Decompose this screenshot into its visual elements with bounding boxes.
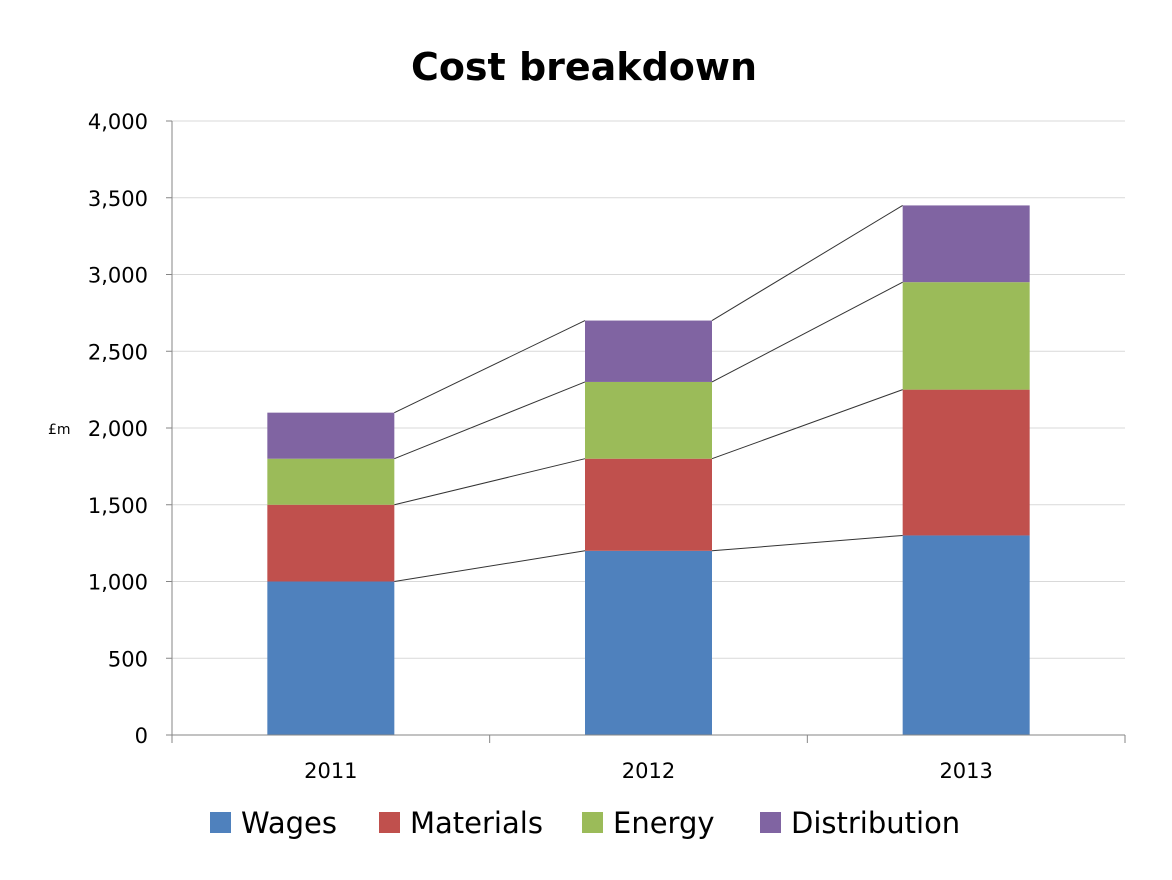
y-tick-label: 4,000 — [88, 110, 148, 134]
bar-energy-2012 — [585, 381, 712, 459]
chart-title: Cost breakdown — [411, 45, 757, 89]
bar-distribution-2011 — [267, 412, 395, 459]
bar-wages-2013 — [902, 535, 1030, 735]
bar-distribution-2013 — [902, 205, 1030, 283]
legend-swatch-wages — [210, 812, 231, 833]
y-tick-label: 0 — [135, 724, 148, 748]
y-axis-label: £m — [48, 422, 71, 438]
legend-label-distribution: Distribution — [791, 806, 960, 840]
series-line — [394, 381, 586, 460]
legend-label-materials: Materials — [410, 806, 543, 840]
bar-wages-2011 — [267, 581, 395, 735]
series-line — [394, 458, 586, 506]
y-tick-label: 2,000 — [88, 417, 148, 441]
bar-wages-2012 — [585, 550, 712, 735]
bar-energy-2013 — [902, 282, 1030, 390]
series-line — [394, 320, 586, 414]
series-line — [711, 534, 903, 552]
y-tick-label: 500 — [108, 647, 148, 671]
legend-label-wages: Wages — [241, 806, 337, 840]
y-tick-label: 3,000 — [88, 264, 148, 288]
bar-materials-2011 — [267, 504, 395, 582]
y-tick-label: 2,500 — [88, 340, 148, 364]
series-line — [711, 204, 903, 321]
legend-label-energy: Energy — [613, 806, 715, 840]
bar-energy-2011 — [267, 458, 395, 505]
y-tick-label: 1,500 — [88, 494, 148, 518]
series-line — [394, 550, 586, 582]
bar-distribution-2012 — [585, 320, 712, 382]
legend-swatch-energy — [582, 812, 603, 833]
y-tick-label: 1,000 — [88, 571, 148, 595]
legend-swatch-distribution — [760, 812, 781, 833]
y-tick-label: 3,500 — [88, 187, 148, 211]
series-line — [711, 389, 903, 460]
x-tick-label: 2013 — [939, 759, 992, 783]
legend-swatch-materials — [379, 812, 400, 833]
x-tick-label: 2011 — [304, 759, 357, 783]
x-tick-label: 2012 — [622, 759, 675, 783]
series-line — [711, 281, 903, 383]
bar-materials-2012 — [585, 458, 712, 551]
bar-materials-2013 — [902, 389, 1030, 536]
